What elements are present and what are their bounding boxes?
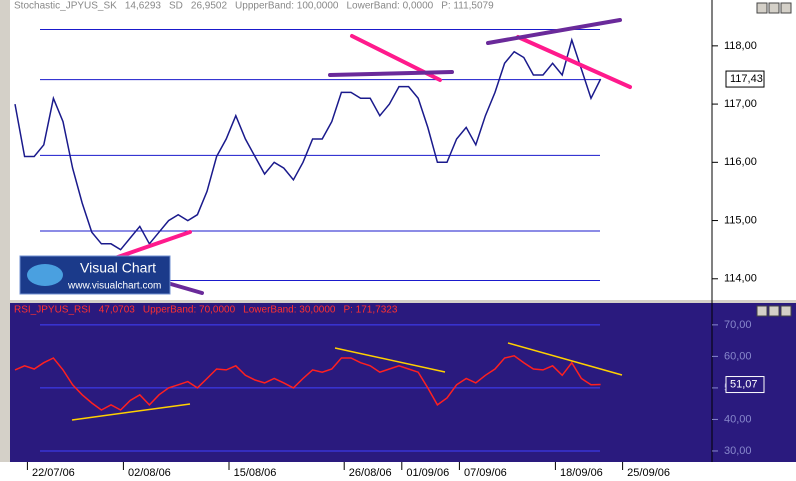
trend-lines <box>113 18 632 295</box>
rsi-panel <box>10 303 712 462</box>
minimize-button[interactable] <box>756 305 768 317</box>
y-tick-label: 117,00 <box>724 98 757 110</box>
y-tick-label: 114,00 <box>724 273 757 285</box>
panel-header: 26,9502 <box>191 1 228 12</box>
x-tick-label: 25/09/06 <box>627 467 670 479</box>
last-value-box <box>725 376 765 394</box>
price-panel <box>10 0 712 300</box>
panel-header: 14,6293 <box>125 1 162 12</box>
close-button[interactable] <box>780 2 792 14</box>
x-tick-label: 02/08/06 <box>128 467 171 479</box>
maximize-button[interactable] <box>768 305 780 317</box>
y-tick-label: 115,00 <box>724 214 757 226</box>
last-value-box <box>725 70 765 88</box>
minimize-button[interactable] <box>756 2 768 14</box>
last-value-label: 51,07 <box>730 378 758 390</box>
panel-header: P: 171,7323 <box>343 305 397 316</box>
x-tick-label: 07/09/06 <box>464 467 507 479</box>
close-button[interactable] <box>780 305 792 317</box>
logo-url: www.visualchart.com <box>67 281 161 292</box>
panel-header: RSI_JPYUS_RSI <box>14 305 91 316</box>
trend-line <box>507 342 623 376</box>
trend-line <box>486 18 622 45</box>
x-tick-label: 26/08/06 <box>349 467 392 479</box>
x-axis <box>0 462 796 481</box>
panel-header: P: 111,5079 <box>441 1 494 12</box>
y-tick-label: 70,00 <box>724 319 752 331</box>
logo-icon <box>27 264 63 286</box>
y-tick-label: 30,00 <box>724 445 752 457</box>
y-tick-label: 40,00 <box>724 413 752 425</box>
window-buttons[interactable] <box>756 2 792 317</box>
trend-line <box>334 347 446 373</box>
panel-header: 47,0703 <box>99 305 136 316</box>
trend-line <box>516 35 632 89</box>
x-tick-label: 22/07/06 <box>32 467 75 479</box>
plot-layer: Stochastic_JPYUS_SK 14,6293 SD 26,9502 Upppe… <box>14 1 765 479</box>
panel-header: Stochastic_JPYUS_SK <box>14 1 117 12</box>
trend-line <box>113 230 192 260</box>
panel-header: LowerBand: 30,0000 <box>243 305 336 316</box>
x-tick-label: 01/09/06 <box>406 467 449 479</box>
y-tick-label: 118,00 <box>724 40 757 52</box>
panel-header: SD <box>169 1 183 12</box>
trend-line <box>71 403 191 421</box>
logo: Visual Chart www.visualchart.com <box>19 255 171 295</box>
y-tick-label: 60,00 <box>724 350 752 362</box>
logo-title: Visual Chart <box>80 260 156 276</box>
x-tick-label: 15/08/06 <box>234 467 277 479</box>
x-tick-label: 18/09/06 <box>560 467 603 479</box>
series-line <box>14 37 602 251</box>
y-tick-label: 116,00 <box>724 156 757 168</box>
maximize-button[interactable] <box>768 2 780 14</box>
price-axis <box>712 0 796 300</box>
last-value-label: 117,43 <box>730 73 763 85</box>
panel-header: UppperBand: 100,0000 <box>235 1 339 12</box>
rsi-trend-lines <box>71 342 623 421</box>
trend-line <box>328 70 454 77</box>
panel-header: LowerBand: 0,0000 <box>346 1 433 12</box>
panel-header: UpperBand: 70,0000 <box>143 305 236 316</box>
series-line <box>14 354 601 411</box>
